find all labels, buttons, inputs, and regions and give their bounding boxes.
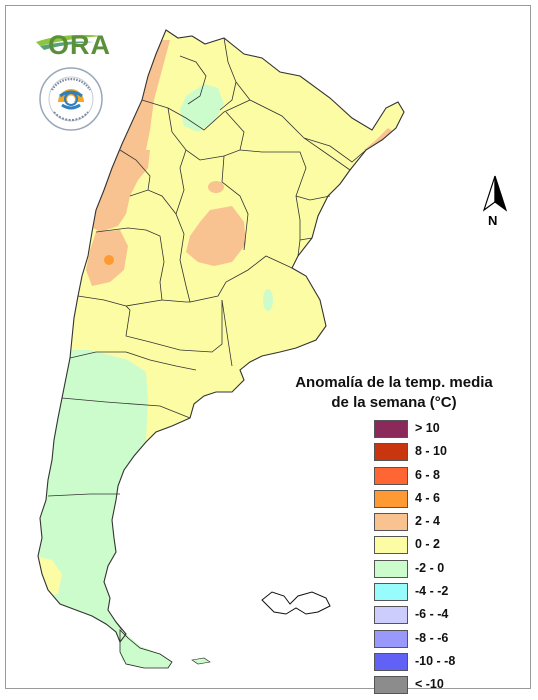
province-boundaries (37, 29, 405, 644)
zone-2-4-small (208, 181, 224, 193)
zone-2-4-andes-north (120, 40, 170, 150)
smn-seal-icon (39, 67, 103, 131)
tierra-del-fuego (119, 629, 173, 669)
zone-2-4-cordoba (186, 206, 246, 266)
legend-label: -2 - 0 (415, 560, 445, 575)
legend-title: Anomalía de la temp. media de la semana … (280, 373, 508, 413)
legend-label: -8 - -6 (415, 630, 449, 645)
zone-neg2-0-patagonia (38, 350, 164, 666)
legend-swatch (374, 676, 408, 695)
legend-swatch (374, 652, 408, 671)
ora-logo-swoosh (36, 34, 104, 50)
legend-swatch (374, 443, 408, 462)
legend-swatch (374, 606, 408, 625)
legend-swatch (374, 466, 408, 485)
isla-de-los-estados (191, 657, 211, 665)
legend-label: 6 - 8 (415, 467, 441, 482)
legend-swatch (374, 420, 408, 438)
legend-title-line2: de la semana (°C) (331, 394, 457, 411)
legend-swatch (374, 583, 408, 602)
malvinas-islands (261, 591, 331, 615)
ora-logo-text: ORA (48, 30, 111, 60)
legend-label: 0 - 2 (415, 537, 441, 552)
legend-label: -6 - -4 (415, 607, 449, 622)
zone-4-6-spot (104, 255, 114, 265)
legend-swatch (374, 559, 408, 578)
legend-label: -10 - -8 (415, 653, 456, 668)
north-label: N (488, 213, 498, 228)
legend-swatch (374, 536, 408, 555)
legend-title-line1: Anomalía de la temp. media (295, 374, 493, 391)
zone-neg2-0-nw (180, 84, 224, 132)
north-arrow-icon (482, 175, 508, 212)
legend-swatch (374, 629, 408, 648)
legend-label: 4 - 6 (415, 490, 441, 505)
legend-label: 8 - 10 (415, 444, 447, 459)
legend-label: > 10 (415, 421, 440, 435)
legend-label: < -10 (415, 677, 444, 692)
legend-swatch (374, 513, 408, 532)
zone-neg2-0-spot (263, 289, 273, 311)
legend-swatch (374, 489, 408, 508)
legend-label: -4 - -2 (415, 584, 449, 599)
legend-label: 2 - 4 (415, 514, 441, 529)
